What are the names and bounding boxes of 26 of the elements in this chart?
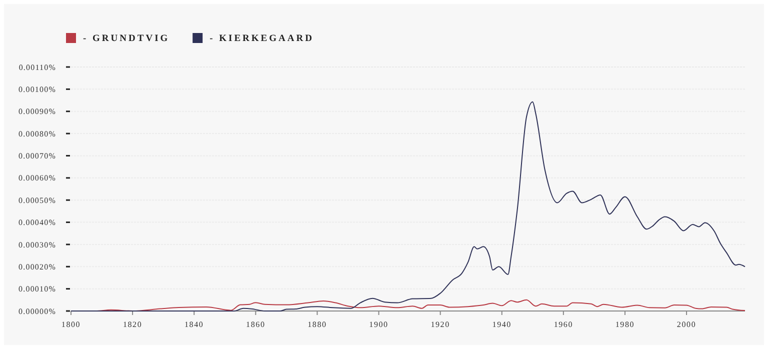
x-tick-label: 1860 (246, 320, 266, 329)
y-tick-label: 0.00020% (18, 262, 56, 272)
legend-label: - GRUNDTVIG (83, 34, 170, 44)
y-tick-label: 0.00060% (18, 174, 56, 183)
y-tick-label: 0.00000% (18, 306, 56, 316)
x-tick-label: 1900 (369, 320, 388, 329)
x-tick-label: 1820 (122, 320, 142, 329)
x-tick-label: 1800 (61, 320, 81, 329)
x-tick-label: 2000 (676, 320, 696, 329)
x-tick-label: 1960 (554, 320, 574, 329)
legend-label: - KIERKEGAARD (210, 34, 314, 44)
y-tick-label: 0.00040% (18, 218, 56, 228)
y-tick-label: 0.00070% (18, 152, 56, 161)
y-tick-label: 0.00110% (18, 62, 56, 72)
y-tick-label: 0.00090% (18, 107, 56, 116)
x-tick-label: 1840 (184, 320, 204, 329)
line-series (70, 101, 746, 312)
x-tick-label: 1980 (615, 320, 635, 329)
y-tick-label: 0.00050% (18, 196, 56, 205)
y-tick-label: 0.00010% (18, 284, 56, 294)
x-tick-label: 1880 (308, 320, 327, 329)
y-tick-label: 0.00080% (18, 129, 56, 138)
y-tick-label: 0.00100% (18, 84, 56, 94)
x-tick-label: 1940 (492, 320, 512, 329)
y-tick-label: 0.00030% (18, 240, 56, 250)
x-tick-label: 1920 (430, 320, 450, 329)
